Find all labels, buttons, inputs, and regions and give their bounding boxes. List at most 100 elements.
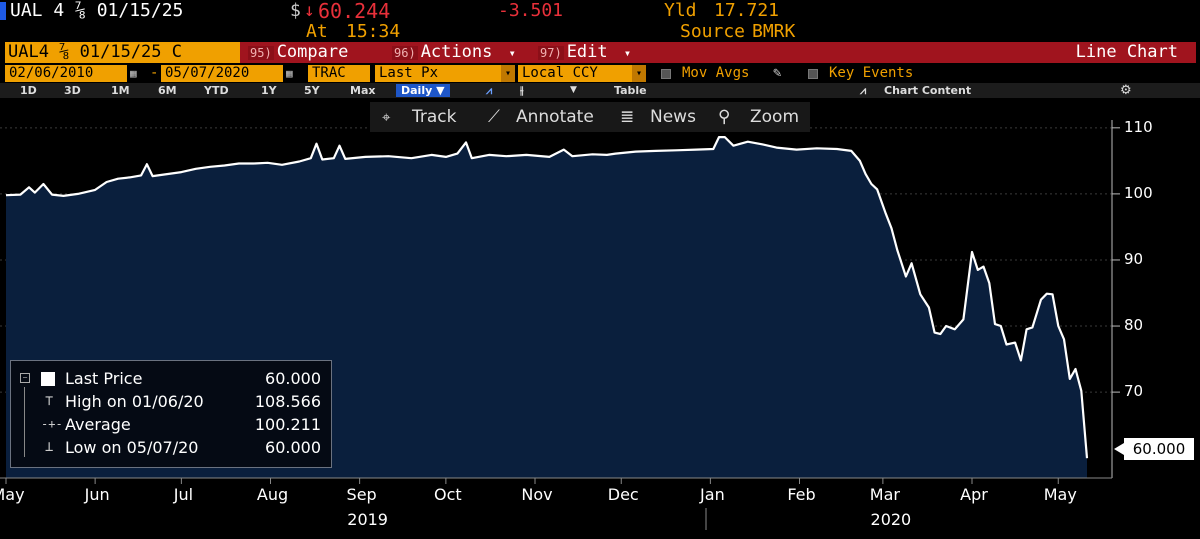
x-tick-label: Oct: [434, 485, 462, 504]
annotate-icon[interactable]: ⟋: [488, 107, 500, 127]
range-ytd[interactable]: YTD: [204, 84, 229, 97]
currency-select-text: Local CCY: [522, 65, 598, 81]
range-max[interactable]: Max: [350, 84, 376, 97]
field-select[interactable]: Last Px ▾: [375, 65, 515, 82]
x-tick-label: Mar: [869, 485, 900, 504]
start-date-field[interactable]: 02/06/2010: [5, 65, 127, 82]
x-tick-label: Nov: [521, 485, 553, 504]
last-price-tag-pointer: [1114, 443, 1124, 455]
key-events-checkbox[interactable]: [808, 69, 818, 79]
range-6m[interactable]: 6M: [158, 84, 177, 97]
x-tick-label: Jan: [700, 485, 725, 504]
legend-average-label: Average: [65, 415, 131, 434]
end-date-field[interactable]: 05/07/2020: [161, 65, 283, 82]
trac-field[interactable]: TRAC: [308, 65, 370, 82]
chart-tools-bar: ⌖ Track ⟋ Annotate ≣ News ⚲ Zoom: [370, 102, 810, 132]
field-chevron-down-icon: ▾: [501, 65, 515, 82]
field-select-text: Last Px: [379, 65, 439, 81]
quote-header: UAL 4 ⅞ 01/15/25 $ ↓ 60.244 -3.501 Yld 1…: [0, 0, 1200, 22]
y-tick-label: 110: [1124, 117, 1153, 136]
x-tick-marks: [5, 478, 1059, 484]
range-bar: 1D 3D 1M 6M YTD 1Y 5Y Max Daily ▼ ⩘ ⫲ ▼ …: [0, 83, 1200, 98]
end-calendar-icon[interactable]: ▦: [286, 67, 293, 80]
y-tick-label: 90: [1124, 249, 1144, 268]
legend-collapse-icon[interactable]: −: [20, 373, 30, 383]
chart-legend: − Last Price 60.000 ⊤ High on 01/06/20 1…: [10, 360, 332, 468]
ticker-field[interactable]: UAL4 ⅞ 01/15/25 C: [5, 42, 241, 63]
range-3d[interactable]: 3D: [64, 84, 81, 97]
mov-avgs-label: Mov Avgs: [682, 65, 750, 81]
annotate-button[interactable]: Annotate: [516, 107, 594, 127]
last-price-tag: 60.000: [1124, 438, 1194, 460]
year-label: 2020: [870, 510, 912, 529]
news-button[interactable]: News: [650, 107, 696, 127]
last-price-swatch: [41, 372, 55, 386]
x-tick-label: Aug: [256, 485, 289, 504]
table-button[interactable]: Table: [614, 84, 647, 97]
start-calendar-icon[interactable]: ▦: [130, 67, 137, 80]
range-1d[interactable]: 1D: [20, 84, 37, 97]
bar-style-icon[interactable]: ⫲: [520, 84, 524, 97]
chart-type-title: Line Chart: [644, 42, 1196, 63]
currency-select[interactable]: Local CCY ▾: [518, 65, 646, 82]
style-chevron-down-icon[interactable]: ▼: [570, 85, 577, 95]
edit-chevron-down-icon: ▾: [623, 46, 632, 60]
edit-number: 97): [538, 46, 564, 60]
zoom-button[interactable]: Zoom: [750, 107, 800, 127]
high-marker-icon: ⊤: [45, 393, 54, 409]
last-price-tag-text: 60.000: [1132, 440, 1186, 458]
legend-low-label: Low on 05/07/20: [65, 438, 199, 457]
currency-chevron-down-icon: ▾: [632, 65, 646, 82]
low-marker-icon: ⊥: [45, 439, 54, 455]
x-tick-label: May: [0, 485, 25, 504]
start-date-text: 02/06/2010: [9, 65, 94, 81]
x-tick-label: Feb: [787, 485, 816, 504]
x-tick-label: Sep: [346, 485, 377, 504]
x-tick-label: Jun: [84, 485, 110, 504]
down-arrow-icon: ↓: [304, 0, 315, 21]
x-tick-label: Jul: [173, 485, 194, 504]
source-label: Source: [680, 21, 746, 42]
security-marker: [0, 2, 6, 20]
last-price: 60.244: [318, 0, 391, 23]
news-icon[interactable]: ≣: [620, 107, 635, 127]
track-icon[interactable]: ⌖: [382, 108, 391, 126]
chart-content-button[interactable]: Chart Content: [884, 84, 972, 97]
end-date-text: 05/07/2020: [165, 65, 250, 81]
actions-button[interactable]: 96) Actions ▾: [386, 42, 536, 63]
legend-low-value: 60.000: [265, 438, 321, 457]
frequency-select[interactable]: Daily ▼: [396, 84, 450, 97]
price-change: -3.501: [498, 0, 564, 21]
yield-value: 17.721: [714, 0, 780, 21]
currency-symbol: $: [290, 0, 301, 21]
y-tick-marks: [1112, 127, 1120, 393]
edit-button[interactable]: 97) Edit ▾: [532, 42, 648, 63]
y-tick-label: 80: [1124, 316, 1144, 335]
range-1y[interactable]: 1Y: [261, 84, 277, 97]
actions-label: Actions: [420, 42, 493, 62]
yield-label: Yld: [664, 0, 697, 21]
chart-settings: 02/06/2010 ▦ - 05/07/2020 ▦ TRAC Last Px…: [0, 64, 1200, 83]
actions-chevron-down-icon: ▾: [508, 46, 516, 60]
actions-number: 96): [392, 46, 418, 60]
mov-avgs-checkbox[interactable]: [661, 69, 671, 79]
compare-label: Compare: [276, 42, 349, 62]
line-style-icon[interactable]: ⩘: [486, 84, 493, 97]
trac-text: TRAC: [312, 65, 346, 81]
quote-subheader: At 15:34 Source BMRK: [0, 22, 1200, 42]
y-tick-label: 70: [1124, 382, 1144, 401]
date-dash: -: [150, 65, 159, 81]
chart-content-icon[interactable]: ⩘: [860, 84, 867, 97]
range-5y[interactable]: 5Y: [304, 84, 320, 97]
legend-last-price-label: Last Price: [65, 369, 143, 388]
track-button[interactable]: Track: [412, 107, 457, 127]
legend-last-price-value: 60.000: [265, 369, 321, 388]
legend-high-value: 108.566: [254, 392, 321, 411]
pencil-icon[interactable]: ✎: [773, 65, 782, 81]
zoom-icon[interactable]: ⚲: [718, 107, 731, 127]
x-tick-label: Apr: [960, 485, 988, 504]
compare-button[interactable]: 95) Compare: [240, 42, 392, 63]
gear-icon[interactable]: ⚙: [1120, 83, 1132, 98]
chart-type-label: Line Chart: [1075, 42, 1178, 62]
range-1m[interactable]: 1M: [111, 84, 130, 97]
